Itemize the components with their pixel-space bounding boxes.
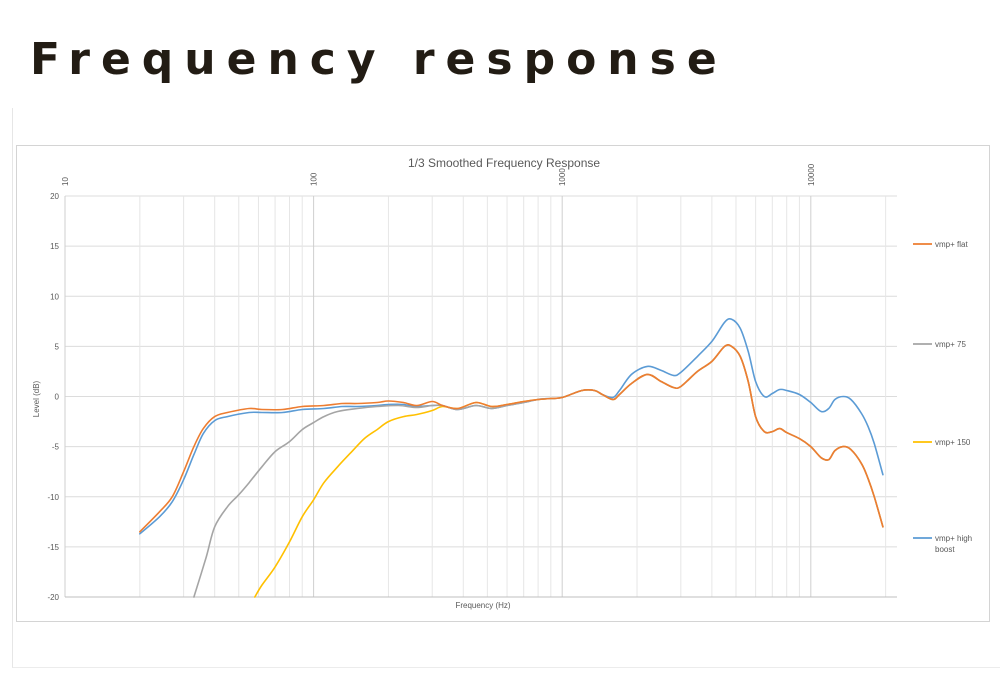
series-line [139, 344, 884, 533]
y-tick-label: -20 [47, 593, 59, 602]
y-axis-label: Level (dB) [32, 380, 41, 417]
legend-label: vmp+ 150 [935, 438, 971, 447]
y-tick-label: 15 [50, 242, 59, 251]
frequency-response-chart: 1/3 Smoothed Frequency Response 10 100 100… [32, 156, 972, 610]
legend: vmp+ flat vmp+ 75 vmp+ 150 vmp+ high boost [913, 240, 972, 554]
chart-title: 1/3 Smoothed Frequency Response [408, 156, 600, 170]
y-tick-label: 0 [55, 393, 60, 402]
legend-label: vmp+ 75 [935, 340, 966, 349]
grid [64, 195, 897, 598]
x-axis-label: Frequency (Hz) [455, 601, 510, 610]
chart-panel: 1/3 Smoothed Frequency Response 10 100 100… [16, 145, 990, 622]
y-tick-label: -5 [52, 443, 60, 452]
series-line [254, 344, 884, 598]
series-line [139, 318, 884, 535]
y-tick-label: 10 [50, 292, 59, 301]
y-tick-labels: 20 15 10 5 0 -5 -10 -15 -20 [47, 192, 59, 602]
x-tick-label: 1000 [558, 168, 567, 186]
legend-label: vmp+ high boost [935, 534, 972, 554]
y-tick-label: -10 [47, 493, 59, 502]
x-tick-label: 10000 [807, 163, 816, 186]
y-tick-label: 5 [55, 342, 60, 351]
y-tick-label: -15 [47, 543, 59, 552]
x-tick-labels: 10 100 1000 10000 [61, 163, 816, 186]
page-title: Frequency response [30, 34, 728, 85]
x-tick-label: 10 [61, 177, 70, 186]
y-tick-label: 20 [50, 192, 59, 201]
series-lines [139, 318, 884, 598]
slide-frame [12, 108, 1000, 668]
legend-label: vmp+ flat [935, 240, 968, 249]
x-tick-label: 100 [310, 172, 319, 186]
